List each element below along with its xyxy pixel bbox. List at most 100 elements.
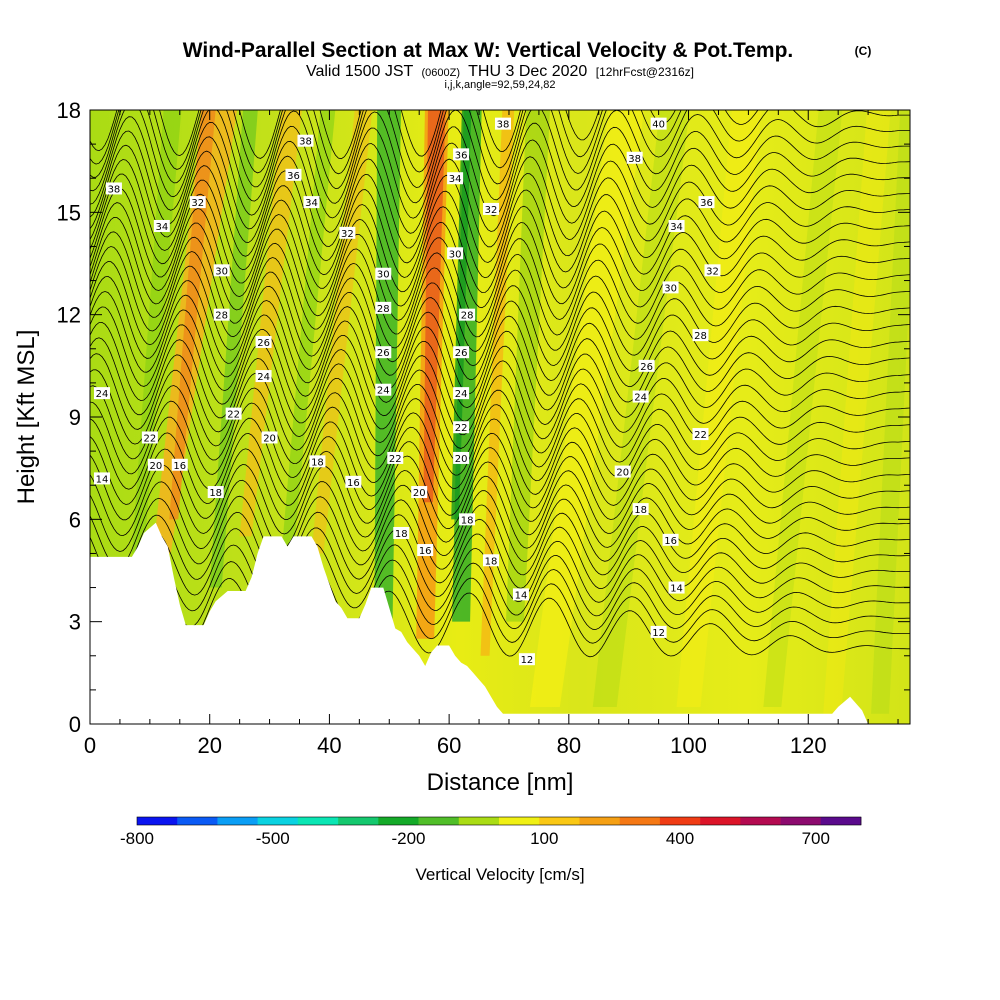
colorbar-tick-label-6: 700 [802,829,830,848]
theta-contour-13 [90,400,910,495]
svg-text:28: 28 [377,304,390,315]
theta-contour-2 [90,575,910,649]
colorbar-swatch-12 [579,817,620,825]
theta-contour-23 [90,246,910,352]
svg-text:40: 40 [652,120,665,131]
theta-label-45: 38 [626,151,643,165]
colorbar-swatch-3 [217,817,258,825]
svg-text:38: 38 [497,120,510,131]
theta-label-3: 38 [105,182,122,195]
colorbar-swatch-18 [820,817,862,825]
velocity-band-7 [281,110,336,554]
colorbar-swatch-6 [338,817,379,825]
theta-label-44: 40 [650,117,667,131]
svg-text:24: 24 [634,393,647,404]
theta-contour-10 [90,448,910,536]
theta-contour-31 [90,130,910,234]
colorbar-swatch-8 [418,817,460,825]
theta-label-13: 26 [255,335,272,349]
y-tick-label-18: 18 [57,98,81,123]
theta-contour-29 [90,159,910,264]
colorbar-tick-label-2: -500 [256,829,290,848]
svg-text:38: 38 [628,154,641,165]
theta-label-16: 38 [297,134,314,148]
theta-contour-28 [90,173,910,279]
svg-text:32: 32 [485,205,498,216]
svg-text:18: 18 [209,488,222,499]
svg-text:22: 22 [227,410,240,421]
svg-text:26: 26 [377,348,390,359]
theta-label-42: 14 [512,588,529,601]
theta-label-38: 22 [453,421,470,434]
x-tick-label-20: 20 [197,733,221,758]
colorbar-swatch-13 [619,817,661,825]
svg-text:20: 20 [263,433,276,444]
theta-contour-27 [90,187,910,294]
theta-contour-11 [90,432,910,522]
svg-text:30: 30 [215,266,228,277]
theta-label-51: 26 [638,359,655,373]
theta-contour-34 [90,110,910,190]
theta-contour-22 [90,261,910,367]
theta-label-8: 32 [189,196,206,209]
theta-label-5: 20 [147,458,164,472]
colorbar-tick-label-5: 400 [666,829,694,848]
y-tick-label-0: 0 [69,712,81,737]
theta-contour-4 [90,543,910,617]
theta-label-49: 30 [662,281,679,294]
theta-label-19: 18 [309,455,326,468]
theta-label-53: 22 [692,428,709,441]
theta-label-48: 32 [704,264,721,277]
svg-text:30: 30 [449,249,462,260]
x-tick-label-120: 120 [790,733,827,758]
svg-text:14: 14 [96,474,109,485]
svg-text:14: 14 [670,584,683,595]
theta-contour-19 [90,306,910,411]
subtitle-date: THU 3 Dec 2020 [468,63,587,80]
theta-label-30: 38 [494,117,511,131]
theta-contour-32 [90,116,910,219]
colorbar-swatch-10 [499,817,540,825]
colorbar-swatch-14 [659,817,701,825]
theta-label-18: 34 [303,196,320,209]
svg-text:30: 30 [664,283,677,294]
theta-label-4: 22 [141,431,158,444]
chart-title: Wind-Parallel Section at Max W: Vertical… [183,39,794,62]
velocity-band-14 [505,110,551,622]
theta-contour-36 [90,110,676,160]
colorbar-swatch-9 [458,817,500,825]
svg-text:38: 38 [108,184,121,195]
theta-contour-25 [90,216,910,323]
theta-label-32: 34 [447,172,464,185]
theta-label-52: 24 [632,390,649,404]
svg-text:32: 32 [341,229,354,240]
theta-label-55: 18 [632,503,649,516]
svg-text:34: 34 [449,174,462,185]
theta-label-35: 28 [459,308,476,322]
theta-label-27: 20 [411,486,428,499]
svg-text:18: 18 [461,515,474,526]
theta-label-23: 28 [375,301,392,315]
y-axis-label: Height [Kft MSL] [13,330,40,505]
colorbar-swatch-2 [177,817,218,825]
theta-contour-30 [90,144,910,249]
svg-text:26: 26 [455,348,468,359]
subtitle-z: (0600Z) [421,67,460,79]
theta-label-12: 22 [225,407,242,421]
svg-text:26: 26 [257,338,270,349]
theta-contour-33 [90,110,910,204]
svg-text:18: 18 [634,505,647,516]
y-tick-label-6: 6 [69,507,81,532]
svg-text:16: 16 [173,461,186,472]
svg-text:16: 16 [347,478,360,489]
theta-label-56: 16 [662,533,679,547]
theta-contour-3 [90,559,910,633]
theta-contour-7 [90,495,910,576]
theta-contour-20 [90,291,910,396]
x-axis-label: Distance [nm] [427,769,574,796]
colorbar-swatch-15 [700,817,741,825]
theta-label-6: 34 [153,219,170,233]
theta-label-28: 18 [393,526,410,540]
svg-text:32: 32 [191,198,204,209]
